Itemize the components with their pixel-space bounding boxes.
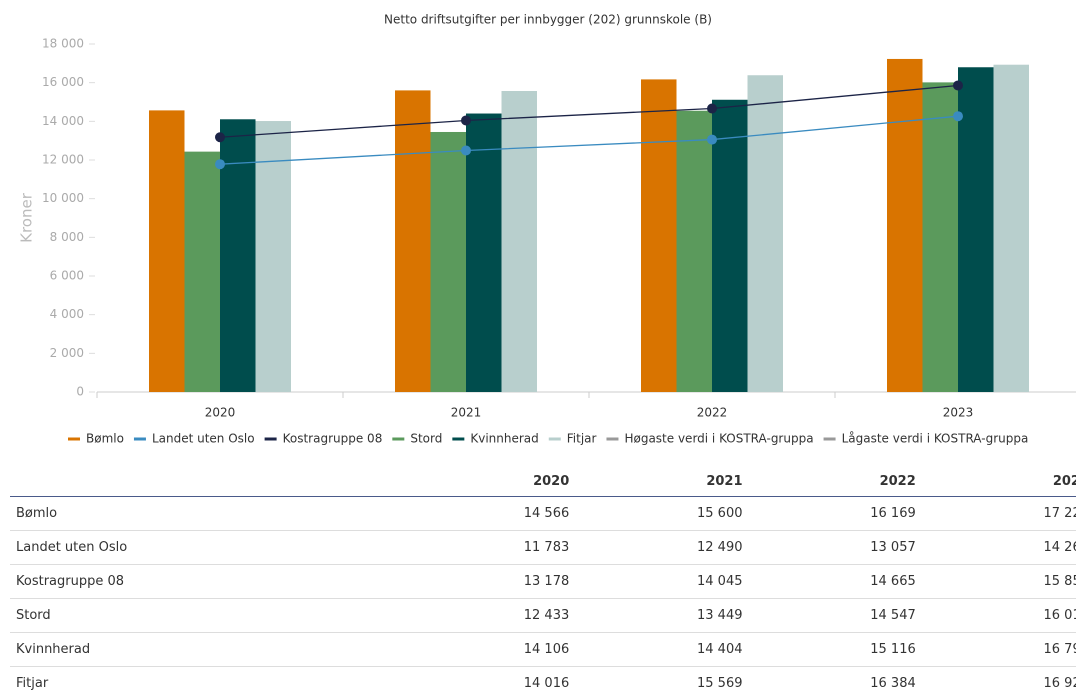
table-cell: 14 106 (402, 632, 576, 667)
table-cell: 17 227 (921, 496, 1076, 531)
header-cell: 2023 (921, 466, 1076, 497)
line (219, 84, 959, 138)
bar (501, 90, 537, 393)
y-tick-label: 16 000 (42, 75, 84, 89)
bar (641, 79, 677, 393)
table-cell: 14 045 (575, 564, 749, 599)
bar (430, 131, 466, 392)
legend-label: Høgaste verdi i KOSTRA-gruppa (624, 432, 813, 446)
line-point (953, 111, 963, 122)
header-cell: 2020 (402, 466, 576, 497)
legend-label: Fitjar (567, 432, 597, 446)
bar (958, 67, 994, 393)
bar (184, 151, 220, 392)
line-point (461, 145, 471, 156)
table-cell: 14 547 (748, 598, 922, 633)
header-cell: 2021 (575, 466, 749, 497)
legend-label: Stord (410, 432, 442, 446)
chart: Netto driftsutgifter per innbygger (202)… (18, 13, 1076, 446)
table-cell: 14 665 (748, 564, 922, 599)
table-cell: 16 797 (921, 632, 1076, 667)
y-tick-label: 2 000 (50, 346, 84, 360)
row-label: Landet uten Oslo (10, 530, 402, 565)
legend-label: Kostragruppe 08 (283, 432, 383, 446)
bar (220, 119, 256, 392)
header-cell: 2022 (748, 466, 922, 497)
table-cell: 15 116 (748, 632, 922, 667)
row-label: Stord (10, 598, 402, 633)
header-cell (10, 466, 402, 497)
y-tick-label: 4 000 (50, 307, 84, 321)
bar (922, 82, 958, 393)
table-cell: 16 169 (748, 496, 922, 531)
bar (747, 75, 783, 392)
table-cell: 15 855 (921, 564, 1076, 599)
line (219, 115, 959, 165)
legend-label: Bømlo (86, 432, 124, 446)
table-cell: 15 600 (575, 496, 749, 531)
y-tick-label: 14 000 (42, 114, 84, 128)
table-cell: 14 016 (402, 666, 576, 692)
line-point (215, 132, 225, 143)
table-cell: 14 566 (402, 496, 576, 531)
table-cell: 16 384 (748, 666, 922, 692)
row-label: Kvinnherad (10, 632, 402, 667)
y-tick-label: 18 000 (42, 37, 84, 51)
table-cell: 12 490 (575, 530, 749, 565)
chart-title: Netto driftsutgifter per innbygger (202)… (384, 13, 712, 27)
table-cell: 15 569 (575, 666, 749, 692)
y-tick-label: 12 000 (42, 153, 84, 167)
line-point (707, 103, 717, 114)
legend-label: Lågaste verdi i KOSTRA-gruppa (842, 432, 1029, 446)
bar (676, 110, 712, 393)
bar (712, 99, 748, 393)
line-point (215, 159, 225, 170)
bar (255, 121, 291, 393)
table-cell: 13 449 (575, 598, 749, 633)
table-cell: 11 783 (402, 530, 576, 565)
table-cell: 13 178 (402, 564, 576, 599)
table-cell: 16 929 (921, 666, 1076, 692)
table-cell: 12 433 (402, 598, 576, 633)
bar (149, 110, 185, 393)
x-tick-label: 2020 (205, 406, 236, 420)
y-tick-label: 10 000 (42, 191, 84, 205)
x-tick-label: 2022 (697, 406, 728, 420)
bar (395, 90, 431, 393)
bar (466, 113, 502, 392)
row-label: Bømlo (10, 496, 402, 531)
legend-label: Kvinnherad (470, 432, 538, 446)
x-tick-label: 2023 (943, 406, 974, 420)
row-label: Kostragruppe 08 (10, 564, 402, 599)
line-point (707, 134, 717, 145)
y-tick-label: 6 000 (50, 269, 84, 283)
row-label: Fitjar (10, 666, 402, 692)
y-axis-label: Kroner (18, 192, 36, 243)
table-cell: 14 266 (921, 530, 1076, 565)
line-point (953, 80, 963, 91)
bar (993, 64, 1029, 393)
table-cell: 16 015 (921, 598, 1076, 633)
x-tick-label: 2021 (451, 406, 482, 420)
y-tick-label: 8 000 (50, 230, 84, 244)
table-cell: 14 404 (575, 632, 749, 667)
y-tick-label: 0 (76, 385, 84, 399)
bar (887, 58, 923, 392)
table-cell: 13 057 (748, 530, 922, 565)
line-point (461, 115, 471, 126)
legend-label: Landet uten Oslo (152, 432, 255, 446)
